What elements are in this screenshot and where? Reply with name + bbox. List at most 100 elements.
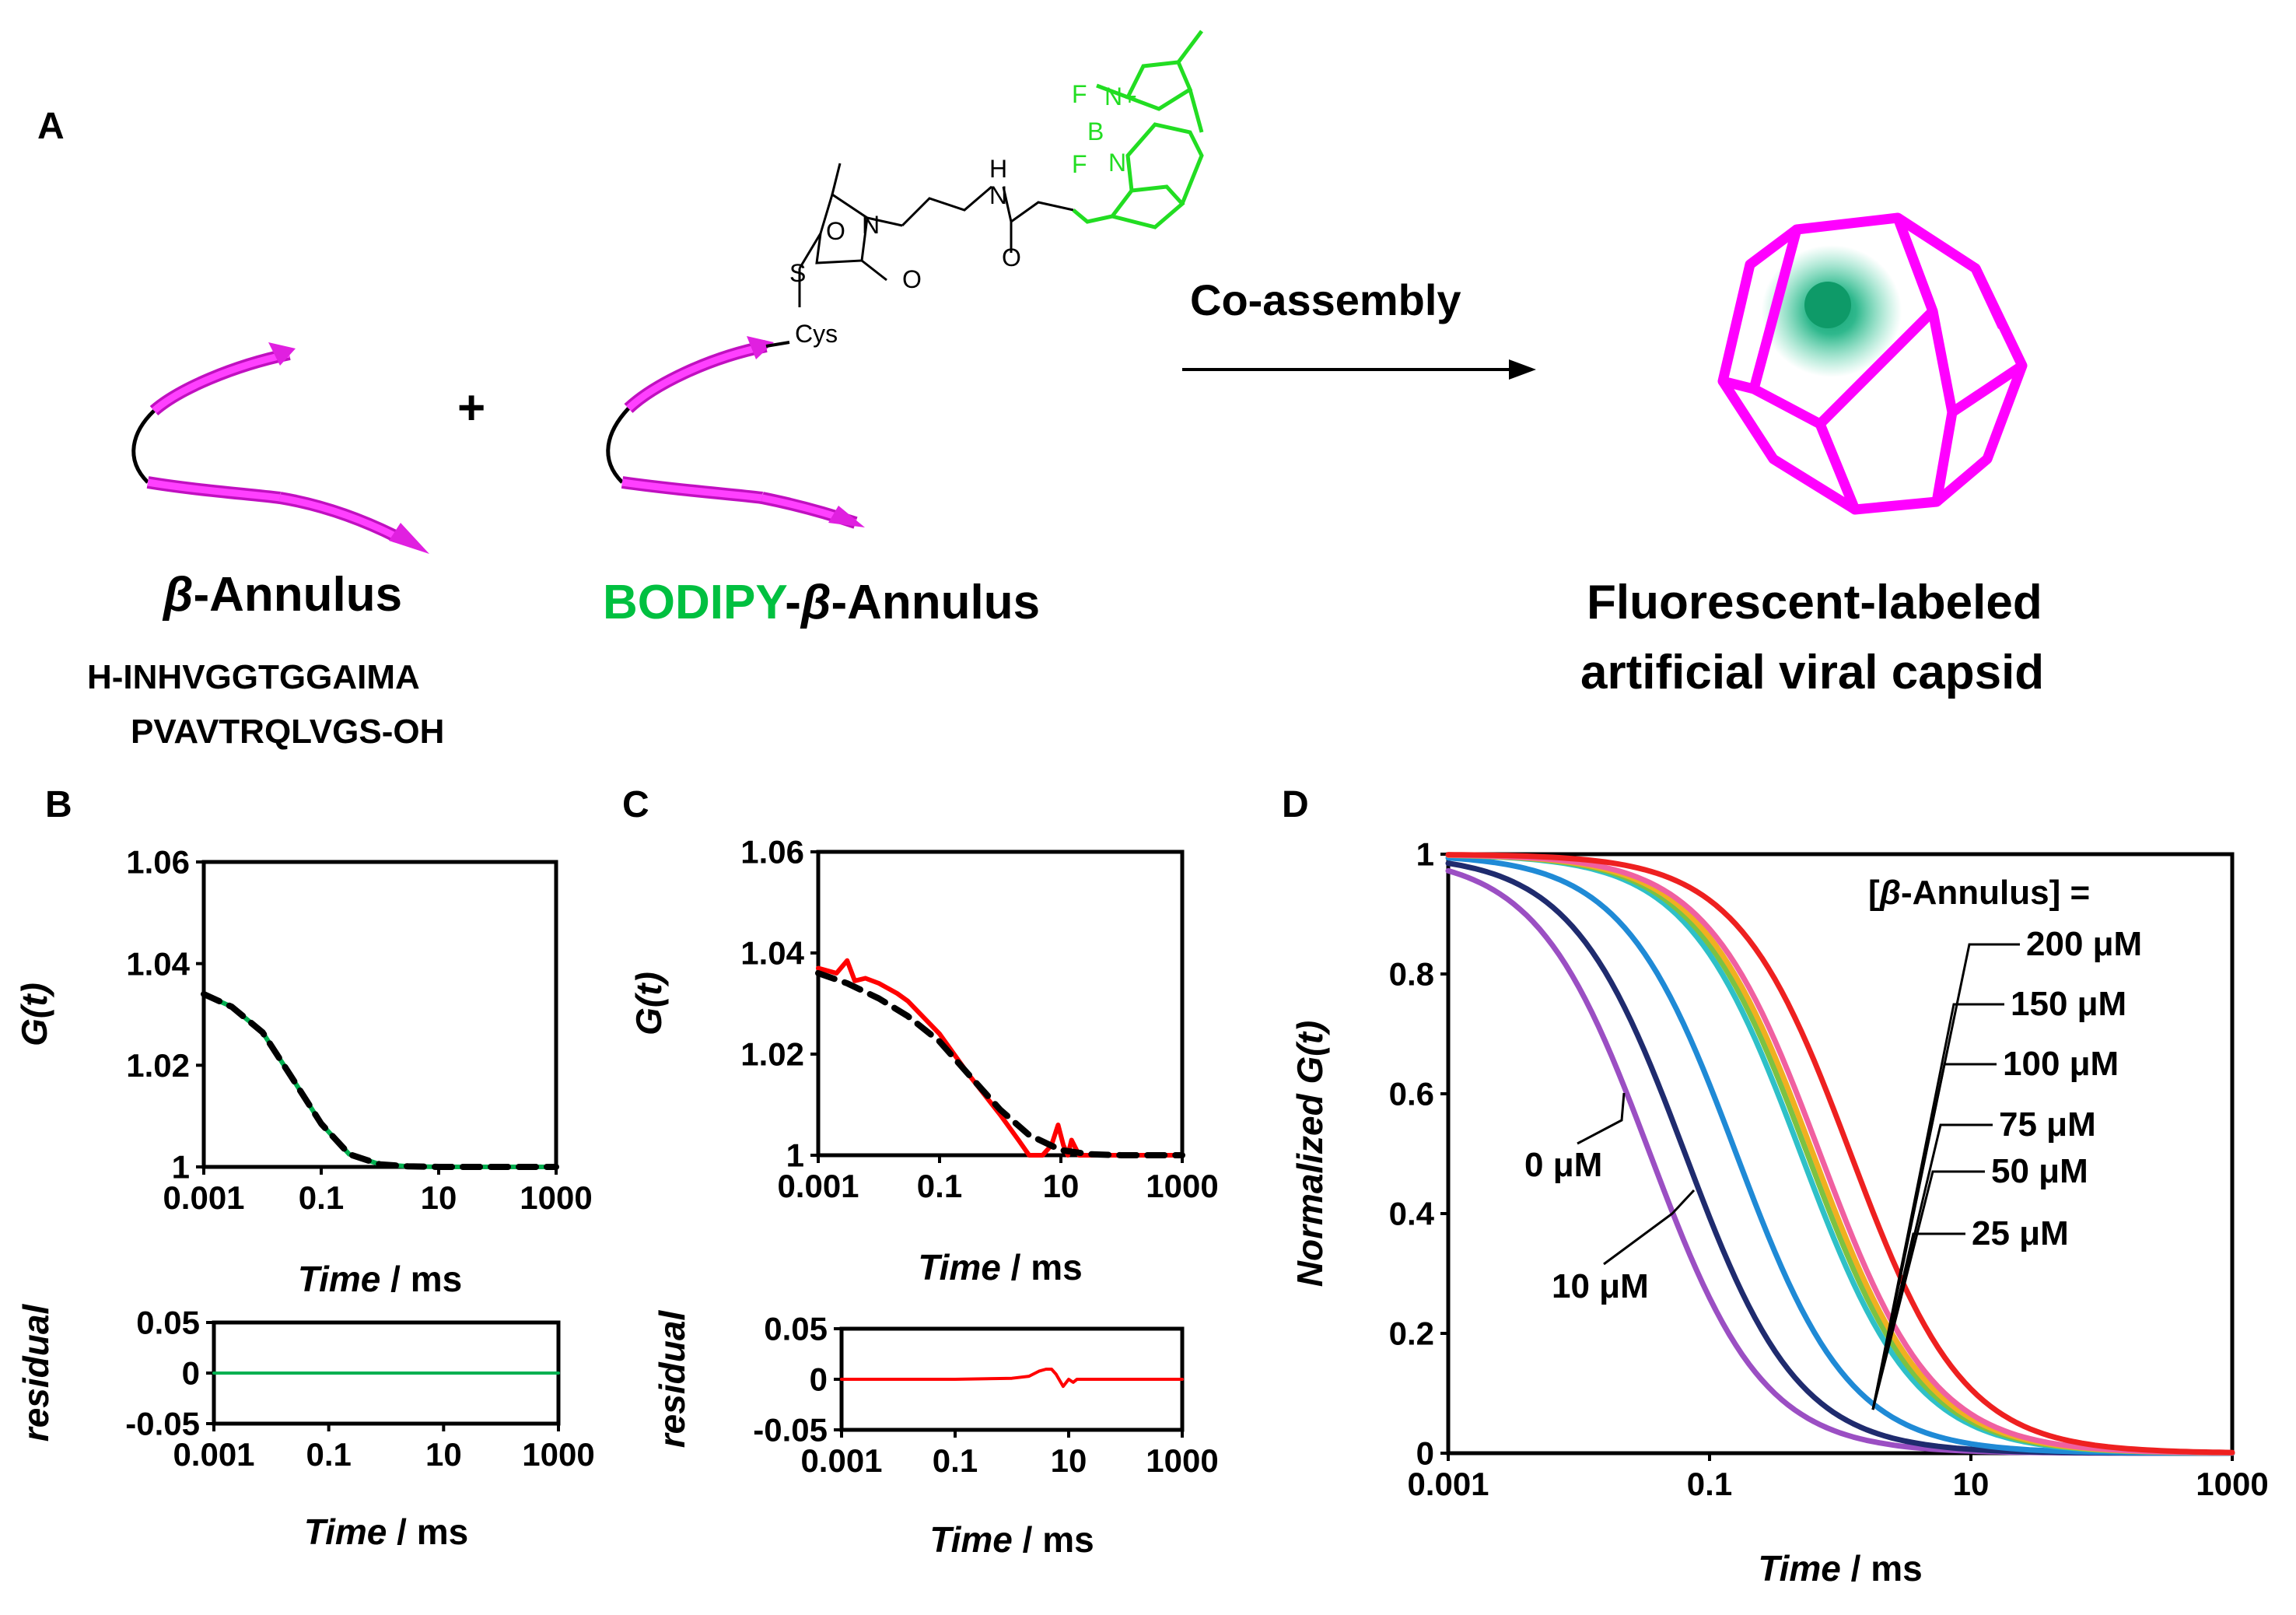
- b-plot-frame: [201, 860, 558, 1169]
- chem-atom-n3: N: [1108, 149, 1126, 177]
- c-residual-x-axis-label: Time / ms: [929, 1519, 1094, 1560]
- b-x-tick-label: 10: [421, 1179, 457, 1216]
- panel-label-c: C: [622, 784, 649, 825]
- b-residual-x-axis-label: Time / ms: [304, 1512, 468, 1552]
- d-x-tick-label: 1000: [2196, 1466, 2268, 1502]
- c-x-tick-label: 10: [1043, 1168, 1080, 1204]
- d-series-label: 100 μM: [2003, 1045, 2119, 1083]
- b-x-tick-label: 0.001: [163, 1179, 244, 1216]
- c-residual-y-tick-label: 0.05: [764, 1311, 828, 1347]
- d-y-tick-label: 0.8: [1389, 956, 1434, 993]
- c-residual-x-tick-label: 1000: [1146, 1442, 1218, 1479]
- b-residual-y-axis-label: residual: [16, 1304, 56, 1442]
- d-y-tick-label: 0.6: [1389, 1076, 1434, 1112]
- d-series-leader-line: [1577, 1092, 1626, 1145]
- d-legend-title: [β-Annulus] =: [1868, 874, 2090, 912]
- d-series-leader-line: [1871, 1170, 1985, 1410]
- b-x-tick-label: 1000: [520, 1179, 592, 1216]
- c-fit-curve: [815, 970, 1185, 1158]
- c-residual-x-axis-label-quantity: Time: [929, 1519, 1013, 1560]
- chem-atom-o2: O: [902, 265, 922, 293]
- panel-label-a: A: [37, 106, 65, 147]
- beta-symbol-2: β: [800, 576, 831, 629]
- c-residual-y-tick-label: -0.05: [753, 1412, 828, 1449]
- beta-annulus-title: β-Annulus: [162, 568, 402, 622]
- d-x-axis-label-unit: / ms: [1841, 1548, 1923, 1589]
- panel-label-d: D: [1282, 784, 1309, 825]
- d-series-leader-line: [1871, 1063, 1997, 1410]
- beta-symbol: β: [162, 568, 193, 622]
- chem-atom-b: B: [1087, 117, 1104, 145]
- sequence-line-2: PVAVTRQLVGS-OH: [131, 713, 444, 751]
- b-y-axis-label: G(t): [14, 983, 54, 1046]
- b-fit-curve: [201, 990, 559, 1170]
- c-x-tick-label: 0.1: [917, 1168, 962, 1204]
- beta-annulus-ribbon: [131, 342, 429, 554]
- d-x-axis-label-quantity: Time: [1758, 1548, 1841, 1589]
- d-y-tick-label: 0: [1416, 1435, 1434, 1472]
- d-plot-frame: [1446, 852, 2235, 1456]
- d-series-label: 0 μM: [1524, 1146, 1602, 1184]
- d-series-curve: [1445, 852, 2235, 1456]
- c-data-curve: [816, 958, 1185, 1158]
- d-y-tick-label: 1: [1416, 836, 1434, 873]
- c-x-tick-label: 0.001: [777, 1168, 859, 1204]
- c-y-tick-label: 1.04: [740, 935, 804, 972]
- b-residual-x-tick-label: 0.1: [306, 1436, 351, 1473]
- sequence-line-1: H-INHVGGTGGAIMA: [87, 658, 420, 696]
- b-y-tick-label: 1: [172, 1149, 190, 1186]
- d-series-label: 50 μM: [1991, 1152, 2088, 1190]
- chem-atom-n1: N: [862, 211, 880, 239]
- b-residual-y-tick-label: -0.05: [125, 1406, 200, 1442]
- b-data-curve: [201, 991, 558, 1169]
- chem-label-cys: Cys: [795, 320, 838, 348]
- beta-annulus-title-text: -Annulus: [193, 568, 402, 622]
- co-assembly-arrow: Co-assembly: [1182, 275, 1536, 380]
- d-series-curve: [1445, 852, 2235, 1456]
- c-x-axis-label-unit: / ms: [1001, 1247, 1083, 1287]
- chem-atom-o1: O: [826, 217, 845, 245]
- d-series-label: 25 μM: [1972, 1214, 2069, 1252]
- chem-atom-nplus: N+: [1104, 82, 1137, 110]
- annulus-word: -Annulus: [831, 576, 1040, 629]
- panel-c: C 0.001 0.1 10 1000 1 1.02 1.04 1.06 Time / ms G(…: [622, 784, 1219, 1560]
- c-y-axis-label: G(t): [628, 972, 669, 1035]
- panel-label-b: B: [45, 784, 72, 825]
- d-y-axis-label: Normalized G(t): [1290, 1021, 1330, 1287]
- chem-atom-f1: F: [1072, 80, 1087, 108]
- c-x-tick-label: 1000: [1146, 1168, 1218, 1204]
- c-x-axis-label: Time / ms: [918, 1247, 1082, 1287]
- panel-b: B 0.001 0.1 10 1000 1 1.02 1.04 1.06 Time / ms G(…: [14, 784, 595, 1552]
- b-y-tick-label: 1.06: [126, 844, 190, 881]
- d-series-label: 75 μM: [1999, 1105, 2096, 1144]
- c-x-axis-label-quantity: Time: [918, 1247, 1001, 1287]
- d-x-tick-label: 0.001: [1407, 1466, 1489, 1502]
- d-series-label: 10 μM: [1552, 1267, 1649, 1305]
- panel-a: A +: [37, 30, 2044, 751]
- c-y-tick-label: 1: [786, 1137, 804, 1174]
- d-legend-title-open: [: [1868, 874, 1880, 912]
- d-series-leader-line: [1871, 1232, 1965, 1410]
- b-residual-y-tick-label: 0: [182, 1355, 200, 1392]
- d-x-axis-label: Time / ms: [1758, 1548, 1922, 1589]
- panel-d: D 0.001 0.1 10 1000 0 0.2 0.4 0.6 0.8 1 Time / ms N…: [1282, 784, 2269, 1589]
- chem-atom-o3: O: [1002, 243, 1021, 272]
- b-x-axis-label-unit: / ms: [380, 1259, 462, 1299]
- d-series-label: 150 μM: [2011, 985, 2126, 1023]
- b-y-tick-label: 1.04: [126, 945, 190, 982]
- b-residual-x-tick-label: 1000: [522, 1436, 594, 1473]
- bodipy-beta-annulus-title: BODIPY-β-Annulus: [603, 576, 1040, 629]
- title-dash: -: [785, 576, 801, 629]
- c-residual-x-axis-label-unit: / ms: [1013, 1519, 1094, 1560]
- b-residual-y-tick-label: 0.05: [136, 1305, 200, 1341]
- bodipy-word: BODIPY: [603, 576, 787, 629]
- b-y-tick-label: 1.02: [126, 1047, 190, 1084]
- b-x-tick-label: 0.1: [299, 1179, 344, 1216]
- bodipy-maleimide-structure: O N O S Cys H N O F N+ B F N: [789, 30, 1204, 348]
- c-residual-y-axis-label: residual: [652, 1310, 692, 1449]
- capsid-title-line-2: artificial viral capsid: [1580, 646, 2044, 699]
- b-residual-x-tick-label: 0.001: [173, 1436, 254, 1473]
- c-residual-x-tick-label: 10: [1051, 1442, 1087, 1479]
- chem-atom-n2: N: [989, 181, 1007, 209]
